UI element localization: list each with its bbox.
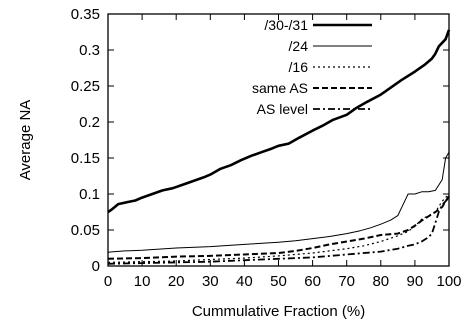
x-axis-label: Cummulative Fraction (%) — [192, 303, 365, 320]
series-line — [107, 196, 450, 265]
series-line — [107, 195, 450, 260]
x-tick-label: 10 — [134, 273, 151, 290]
axis-ticks: 0 10 20 30 40 50 60 70 80 90 100 0 0.05 0.1 0.15 0.2 0.2… — [71, 6, 462, 290]
series-line — [107, 193, 450, 263]
legend-label: /16 — [289, 59, 309, 75]
y-tick-label: 0.25 — [71, 78, 100, 95]
x-tick-label: 100 — [436, 273, 461, 290]
y-axis-label: Average NA — [17, 100, 34, 181]
x-tick-label: 80 — [372, 273, 389, 290]
x-tick-label: 50 — [270, 273, 287, 290]
legend: /30-/31/24/16 same AS AS level — [252, 17, 372, 117]
y-tick-label: 0.2 — [79, 114, 100, 131]
series-line — [107, 29, 451, 214]
legend-label: AS level — [257, 101, 308, 117]
series-line — [107, 151, 450, 253]
plot-frame — [107, 13, 450, 267]
plot-lines — [107, 29, 451, 265]
x-tick-label: 70 — [338, 273, 355, 290]
y-tick-label: 0.3 — [79, 42, 100, 59]
legend-label: /24 — [289, 38, 309, 54]
legend-label: same AS — [252, 80, 308, 96]
y-tick-label: 0.15 — [71, 150, 100, 167]
x-tick-label: 20 — [168, 273, 185, 290]
y-tick-label: 0.05 — [71, 222, 100, 239]
x-tick-label: 90 — [407, 273, 424, 290]
y-tick-label: 0.1 — [79, 186, 100, 203]
legend-label: /30-/31 — [264, 17, 308, 33]
y-tick-label: 0.35 — [71, 6, 100, 23]
x-tick-label: 30 — [202, 273, 219, 290]
x-tick-label: 0 — [104, 273, 112, 290]
y-tick-label: 0 — [92, 258, 100, 275]
x-tick-label: 60 — [304, 273, 321, 290]
x-tick-label: 40 — [236, 273, 253, 290]
